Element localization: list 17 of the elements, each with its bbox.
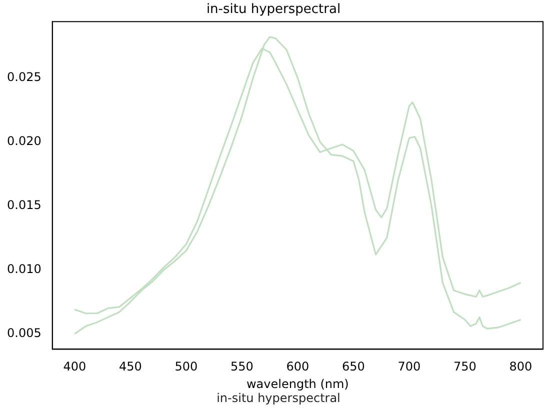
y-tick-label: 0.020 — [6, 134, 42, 148]
x-tick-label: 600 — [286, 360, 310, 374]
y-tick-label: 0.015 — [6, 198, 42, 212]
text: in-situ hyperspectral — [216, 391, 342, 405]
x-tick-label: 550 — [230, 360, 254, 374]
y-tick-label: 0.025 — [6, 70, 42, 84]
x-tick-label: 650 — [342, 360, 365, 374]
x-tick-label: 450 — [118, 360, 142, 374]
y-tick-label: 0.005 — [6, 326, 42, 340]
x-tick-label: 400 — [63, 360, 86, 374]
x-axis-title: wavelength (nm) — [246, 376, 349, 391]
y-tick-label: 0.010 — [6, 262, 42, 276]
chart-title: in-situ hyperspectral — [206, 2, 341, 18]
x-tick-label: 800 — [509, 360, 532, 374]
x-tick-label: 500 — [174, 360, 198, 374]
x-tick-label: 750 — [453, 360, 476, 374]
x-tick-label: 700 — [398, 360, 421, 374]
